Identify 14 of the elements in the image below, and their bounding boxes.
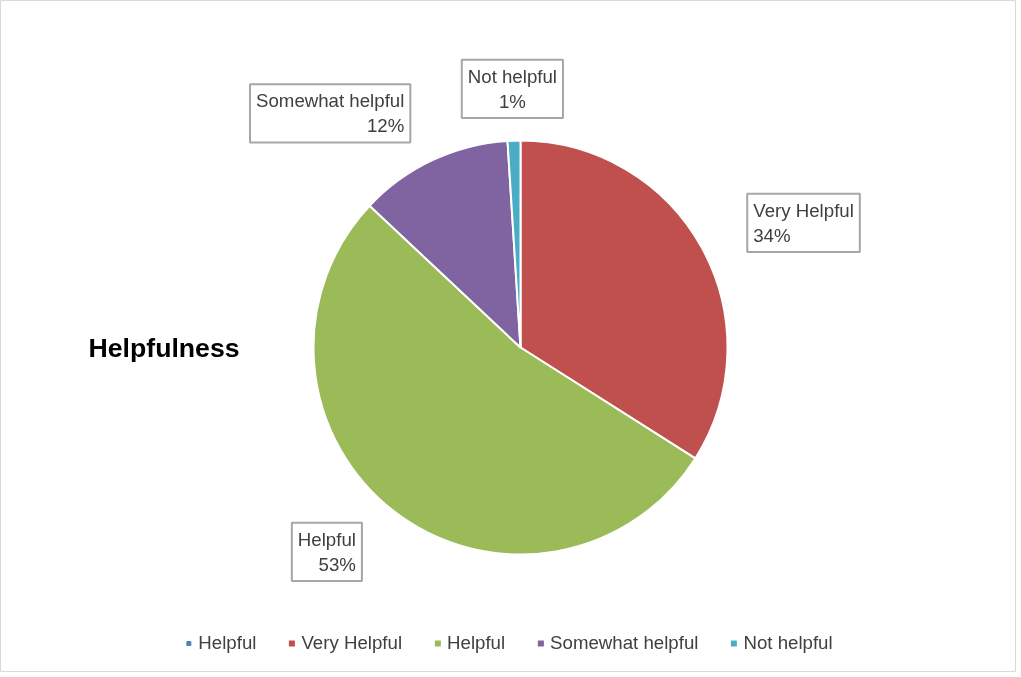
data-label: 53%	[318, 554, 356, 576]
legend-label: Very Helpful	[301, 632, 403, 654]
data-label: 12%	[366, 115, 405, 137]
slice-label: Somewhat helpful	[256, 90, 405, 112]
legend-label: Somewhat helpful	[550, 632, 699, 654]
legend-label: Not helpful	[743, 632, 833, 654]
data-label: 1%	[498, 90, 526, 112]
slice-label: Not helpful	[467, 65, 557, 87]
legend-label: Helpful	[198, 632, 257, 654]
data-label: 34%	[753, 224, 791, 246]
text: Helpfulness	[88, 332, 240, 363]
slice-label: Very Helpful	[753, 199, 854, 221]
legend-label: Helpful	[447, 632, 506, 654]
slice-label: Helpful	[297, 528, 356, 550]
